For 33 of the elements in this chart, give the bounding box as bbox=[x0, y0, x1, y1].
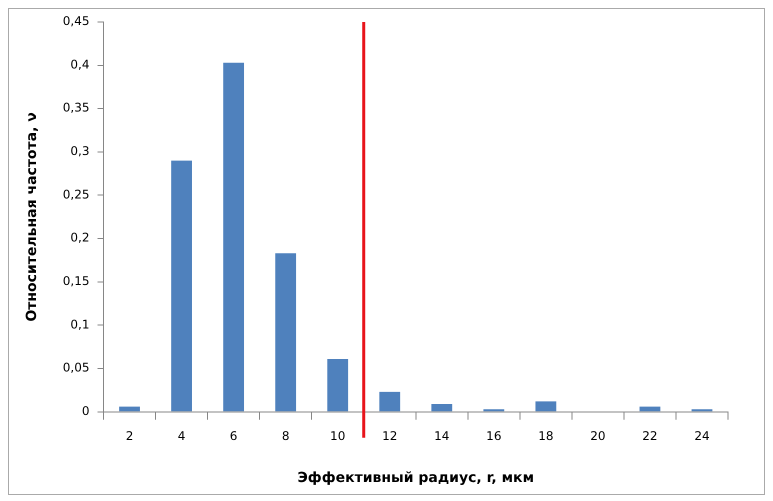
x-tick-label: 24 bbox=[694, 429, 710, 444]
bar bbox=[171, 160, 192, 412]
x-tick-label: 12 bbox=[382, 429, 398, 444]
bar bbox=[223, 62, 244, 412]
x-axis-title: Эффективный радиус, r, мкм bbox=[298, 470, 534, 486]
x-tick-label: 18 bbox=[538, 429, 554, 444]
x-tick-label: 2 bbox=[126, 429, 134, 444]
bar bbox=[431, 404, 452, 412]
x-tick-label: 10 bbox=[330, 429, 346, 444]
y-tick-label: 0 bbox=[82, 404, 90, 418]
y-axis-title: Относительная частота, ν bbox=[24, 112, 40, 322]
y-tick-label: 0,3 bbox=[70, 144, 90, 158]
x-tick-label: 16 bbox=[486, 429, 502, 444]
x-tick-label: 22 bbox=[642, 429, 658, 444]
y-tick-label: 0,05 bbox=[62, 360, 90, 375]
bar bbox=[119, 406, 140, 412]
y-tick-label: 0,15 bbox=[62, 274, 90, 288]
y-tick-label: 0,2 bbox=[70, 230, 90, 245]
bar bbox=[535, 401, 556, 412]
x-tick-label: 20 bbox=[590, 429, 606, 444]
y-tick-label: 0,25 bbox=[62, 187, 90, 202]
bar bbox=[640, 406, 660, 412]
x-tick-label: 8 bbox=[282, 429, 290, 444]
x-tick-label: 4 bbox=[178, 429, 186, 444]
x-tick-label: 6 bbox=[230, 429, 238, 444]
y-tick-label: 0,45 bbox=[62, 14, 90, 28]
bar bbox=[379, 392, 400, 412]
bar bbox=[327, 358, 348, 412]
y-tick-label: 0,4 bbox=[70, 57, 90, 72]
bar bbox=[275, 253, 296, 412]
y-tick-label: 0,35 bbox=[62, 100, 90, 115]
x-tick-label: 14 bbox=[434, 429, 450, 444]
y-tick-label: 0,1 bbox=[70, 317, 90, 332]
